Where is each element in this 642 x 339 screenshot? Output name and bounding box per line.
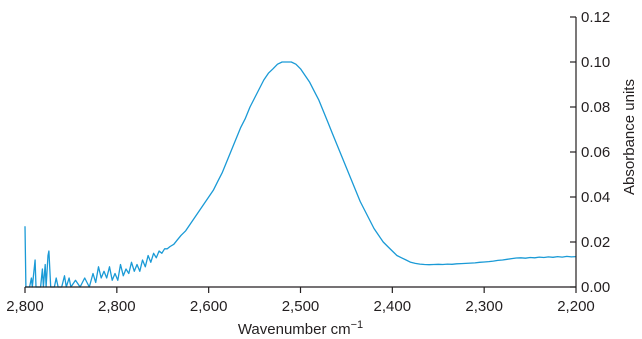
y-tick-label: 0.02 — [581, 234, 610, 251]
tick-layer — [24, 16, 577, 293]
x-tick-label: 2,300 — [465, 298, 503, 315]
x-tick-label: 2,800 — [98, 298, 136, 315]
y-tick-label: 0.04 — [581, 189, 610, 206]
y-tick-label: 0.10 — [581, 54, 610, 71]
tick-label-layer: 2,800 2,800 2,600 2,500 2,400 2,300 2,200 0.00 0… — [6, 9, 610, 315]
x-tick-label: 2,500 — [282, 298, 320, 315]
x-tick-label: 2,800 — [6, 298, 44, 315]
x-axis-title: Wavenumber cm−1 — [238, 319, 363, 338]
x-tick-label: 2,400 — [374, 298, 412, 315]
x-tick-label: 2,600 — [190, 298, 228, 315]
y-axis-title: Absorbance units — [621, 79, 638, 195]
absorbance-series-line — [24, 61, 577, 288]
y-tick-label: 0.08 — [581, 99, 610, 116]
y-tick-label: 0.06 — [581, 144, 610, 161]
y-tick-label: 0.12 — [581, 9, 610, 26]
y-tick-label: 0.00 — [581, 279, 610, 296]
x-tick-label: 2,200 — [557, 298, 595, 315]
